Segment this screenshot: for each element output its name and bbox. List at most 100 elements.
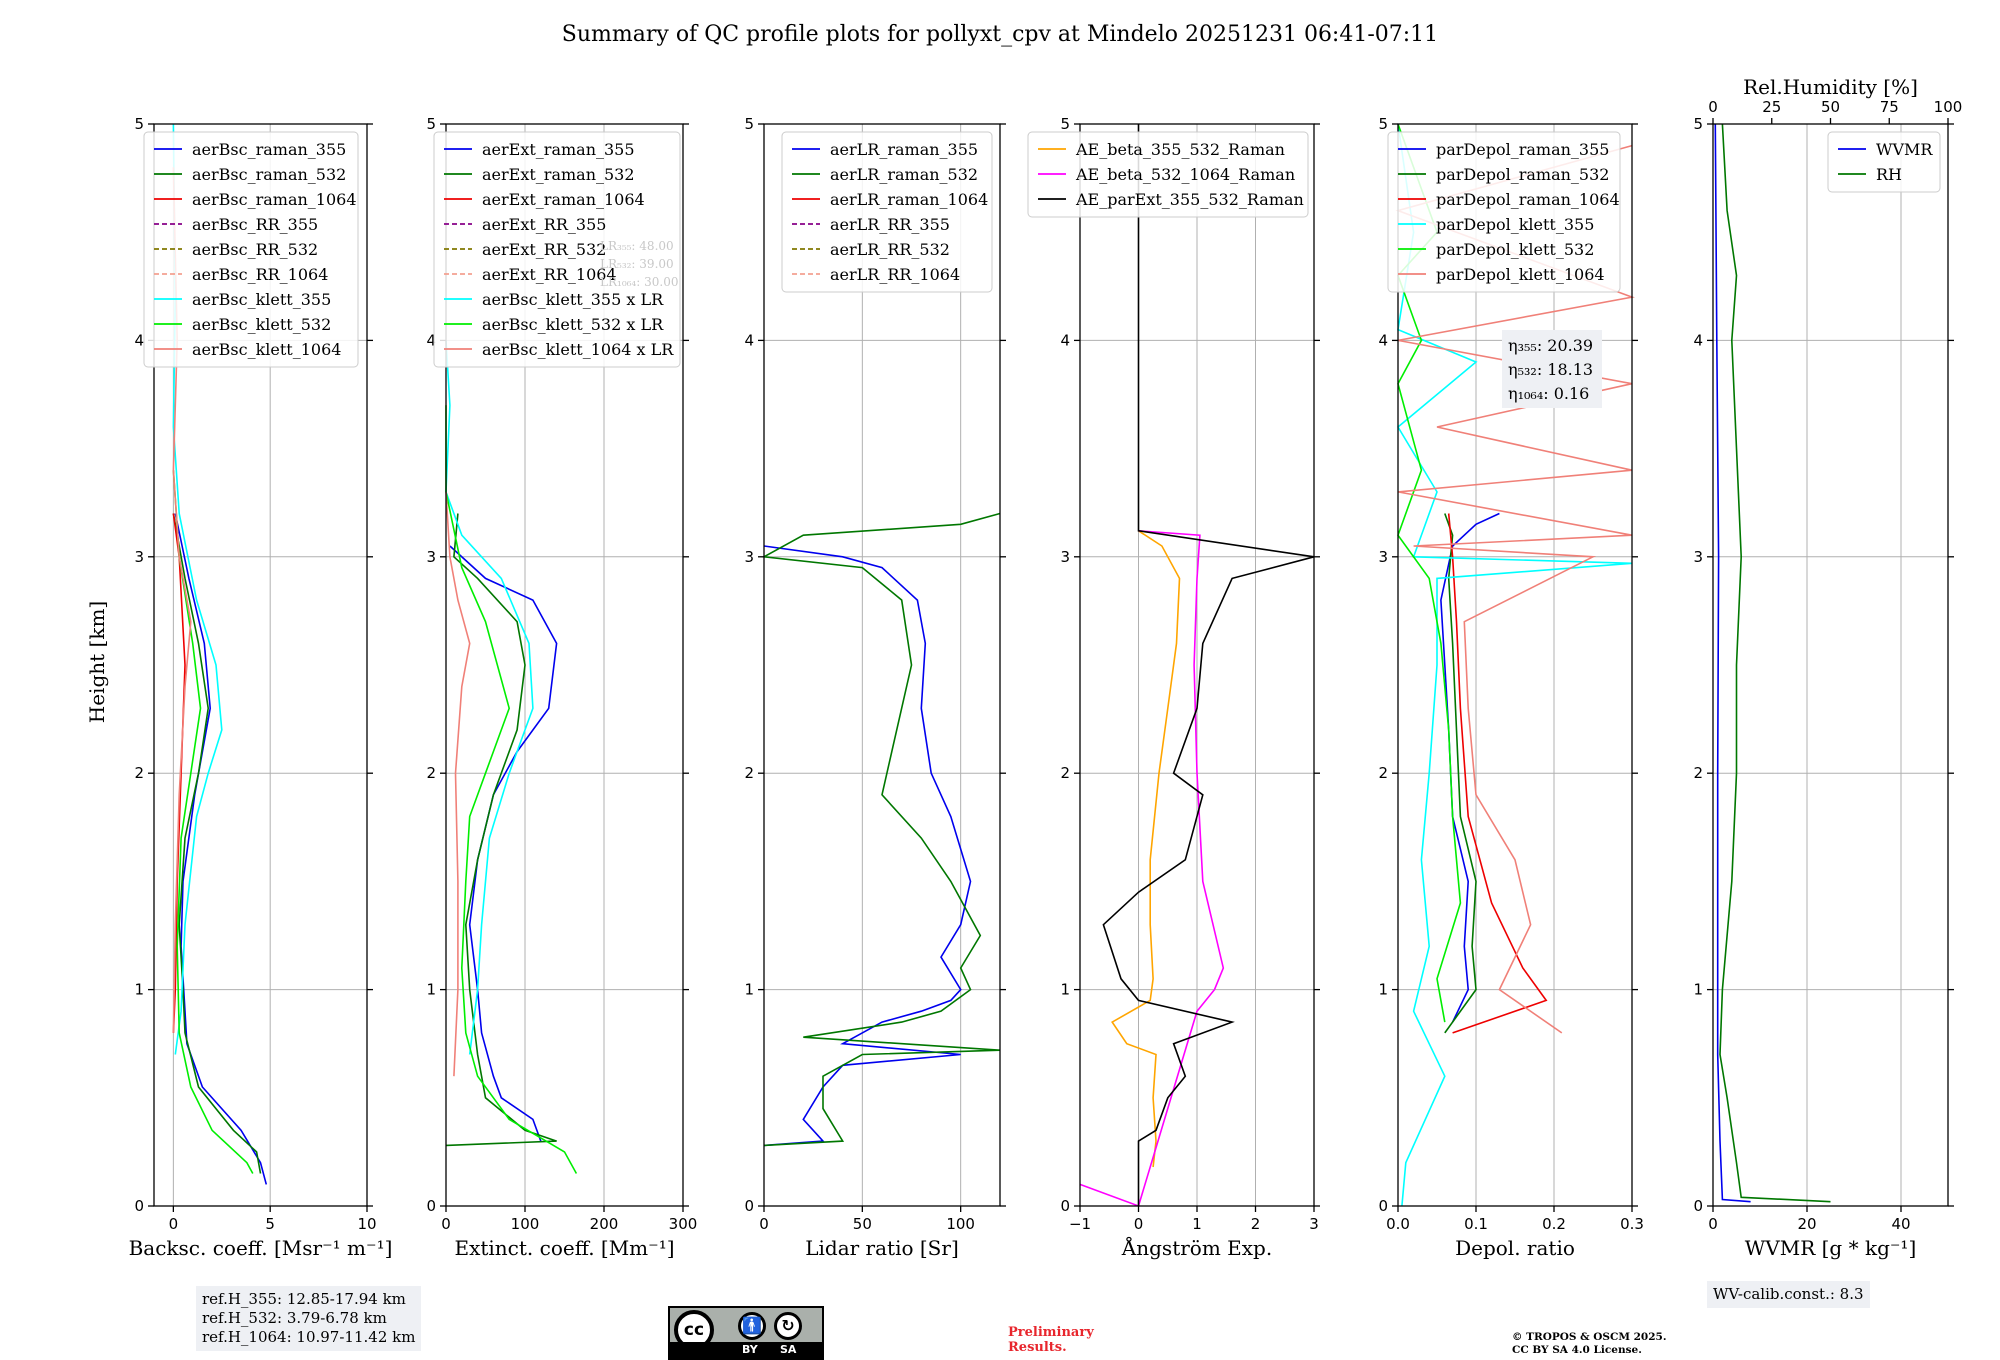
copyright-note: © TROPOS & OSCM 2025. CC BY SA 4.0 Licen… [1512, 1331, 1667, 1357]
top-x-axis-label: Rel.Humidity [%] [1743, 75, 1918, 99]
legend: AE_beta_355_532_Raman AE_beta_532_1064_Ra… [1027, 131, 1309, 218]
y-tick-label: 0 [1060, 1197, 1070, 1215]
legend-label: WVMR [1876, 140, 1933, 159]
series-WVMR [1714, 123, 1751, 1203]
x-tick-label: 0 [759, 1215, 769, 1233]
legend-label: aerBsc_klett_532 x LR [482, 315, 664, 334]
legend-label: AE_beta_532_1064_Raman [1075, 165, 1295, 184]
x-tick-label: 0 [1708, 1215, 1718, 1233]
legend-label: aerBsc_klett_532 [192, 315, 331, 334]
legend-label: aerBsc_raman_355 [192, 140, 346, 159]
y-tick-label: 4 [1378, 331, 1388, 349]
x-tick-label: 20 [1797, 1215, 1816, 1233]
y-tick-label: 0 [426, 1197, 436, 1215]
legend-label: aerBsc_RR_1064 [192, 265, 328, 284]
legend-label: parDepol_raman_355 [1436, 140, 1609, 159]
top-x-tick-label: 75 [1880, 98, 1899, 116]
y-tick-label: 5 [744, 115, 754, 133]
y-tick-label: 1 [1378, 981, 1388, 999]
series-parDepol-raman-1064 [1447, 513, 1548, 1034]
x-tick-label: 0 [441, 1215, 451, 1233]
y-tick-label: 2 [1060, 764, 1070, 782]
y-tick-label: 2 [1693, 764, 1703, 782]
panel-wvmr: 0 20 40 0 1 2 3 4 5 WVMR [g * kg⁻¹] 0 25 50 75 100 Rel.… [1693, 75, 1962, 1260]
y-tick-label: 4 [744, 331, 754, 349]
y-tick-label: 2 [744, 764, 754, 782]
axes-frame [1397, 123, 1633, 1207]
legend-label: aerLR_RR_1064 [830, 265, 960, 284]
legend-label: aerBsc_RR_532 [192, 240, 318, 259]
x-tick-label: 300 [669, 1215, 698, 1233]
series-aerLR-raman-355 [763, 545, 972, 1147]
x-tick-label: 100 [511, 1215, 540, 1233]
ref-height-1064: ref.H_1064: 10.97-11.42 km [202, 1328, 416, 1346]
series-parDepol-klett-1064 [1395, 144, 1636, 1034]
copyright-line-1: © TROPOS & OSCM 2025. [1512, 1331, 1667, 1343]
eta-label: η₃₅₅: 20.39 [1508, 336, 1593, 355]
legend-label: aerExt_RR_355 [482, 215, 606, 234]
legend-label: aerBsc_klett_355 [192, 290, 331, 309]
legend-frame [1027, 131, 1309, 218]
x-tick-label: 200 [590, 1215, 619, 1233]
y-tick-label: 0 [744, 1197, 754, 1215]
cc-badge-bar: BY SA [670, 1342, 822, 1358]
x-tick-label: 0.3 [1620, 1215, 1644, 1233]
y-tick-label: 3 [1378, 548, 1388, 566]
top-x-tick-label: 50 [1821, 98, 1840, 116]
x-tick-label: −1 [1069, 1215, 1091, 1233]
y-tick-label: 0 [134, 1197, 144, 1215]
series-aerBsc-raman-532 [172, 513, 262, 1174]
legend-label: aerBsc_RR_355 [192, 215, 318, 234]
series-parDepol-raman-532 [1444, 513, 1477, 1034]
top-x-tick-label: 100 [1934, 98, 1963, 116]
legend-frame [433, 131, 681, 368]
legend-label: aerLR_raman_532 [830, 165, 978, 184]
ref-height-355: ref.H_355: 12.85-17.94 km [202, 1290, 406, 1308]
preliminary-line-2: Results. [1008, 1340, 1067, 1355]
wv-calib-box: WV-calib.const.: 8.3 [1707, 1281, 1870, 1308]
legend-label: aerExt_RR_532 [482, 240, 606, 259]
x-tick-label: 0.0 [1386, 1215, 1410, 1233]
legend-frame [1827, 131, 1941, 193]
x-axis-label: WVMR [g * kg⁻¹] [1745, 1236, 1917, 1260]
legend-label: aerBsc_klett_355 x LR [482, 290, 664, 309]
x-tick-label: 40 [1891, 1215, 1910, 1233]
legend-label: aerLR_raman_355 [830, 140, 978, 159]
legend-label: parDepol_raman_532 [1436, 165, 1609, 184]
top-x-tick-label: 0 [1708, 98, 1718, 116]
cc-license-badge[interactable]: cc 🚹 ↻ BY SA [668, 1306, 824, 1360]
sa-share-icon: ↻ [774, 1312, 802, 1340]
x-tick-label: 5 [265, 1215, 275, 1233]
legend-label: aerBsc_klett_1064 [192, 340, 341, 359]
series-parDepol-klett-355 [1396, 123, 1633, 1207]
y-tick-label: 3 [134, 548, 144, 566]
y-tick-label: 0 [1693, 1197, 1703, 1215]
y-tick-label: 4 [426, 331, 436, 349]
x-tick-label: 10 [357, 1215, 376, 1233]
y-tick-label: 5 [1060, 115, 1070, 133]
series-aerExt-raman-532 [445, 513, 557, 1147]
series-aerLR-raman-532 [761, 512, 1001, 1147]
x-axis-label: Depol. ratio [1455, 1236, 1575, 1260]
series-AE-parExt-355-532-Raman [1102, 124, 1315, 1206]
x-tick-label: 0.1 [1464, 1215, 1488, 1233]
y-tick-label: 1 [426, 981, 436, 999]
series-aerBsc-klett-355 [172, 123, 223, 1055]
y-tick-label: 4 [1060, 331, 1070, 349]
y-tick-label: 5 [1378, 115, 1388, 133]
legend-label: parDepol_klett_532 [1436, 240, 1594, 259]
x-tick-label: 50 [853, 1215, 872, 1233]
eta-label: η₁₀₆₄: 0.16 [1508, 384, 1589, 403]
x-tick-label: 0.2 [1542, 1215, 1566, 1233]
series-aerExt-raman-355 [449, 545, 558, 1142]
legend-frame [1387, 131, 1621, 293]
legend-label: parDepol_klett_355 [1436, 215, 1594, 234]
legend-label: aerExt_raman_1064 [482, 190, 645, 209]
y-tick-label: 3 [744, 548, 754, 566]
legend: WVMR RH [1827, 131, 1941, 193]
legend-frame [781, 131, 993, 293]
axes-frame [1712, 123, 1949, 1207]
legend-frame [143, 131, 359, 368]
